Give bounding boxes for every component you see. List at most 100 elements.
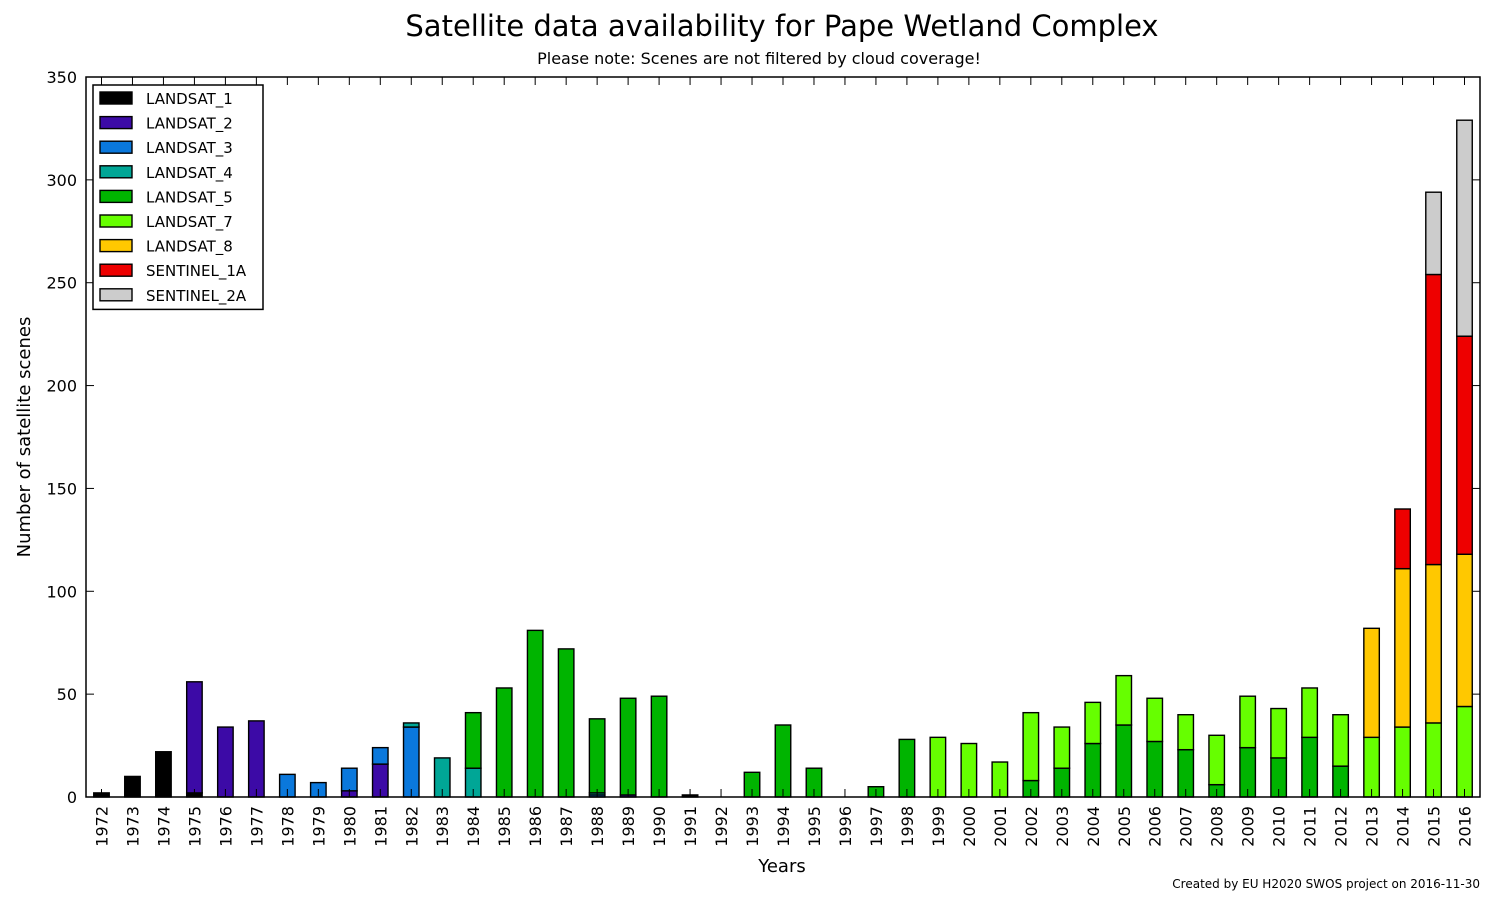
bar-segment-1982-landsat_3 xyxy=(402,726,420,798)
x-tick-label: 1994 xyxy=(774,806,793,847)
bar-segment-2000-landsat_7 xyxy=(960,742,978,798)
x-tick-label: 1977 xyxy=(247,806,266,847)
bar-segment-2003-landsat_7 xyxy=(1053,726,1071,769)
bar-segment-2011-landsat_5 xyxy=(1301,736,1319,798)
x-tick-label: 1999 xyxy=(929,806,948,847)
x-tick-label: 1982 xyxy=(402,806,421,847)
bar-segment-1989-landsat_5 xyxy=(619,697,637,796)
bar-segment-1990-landsat_5 xyxy=(650,695,668,798)
x-tick-label: 1993 xyxy=(743,806,762,847)
x-tick-label: 1987 xyxy=(557,806,576,847)
bar-segment-2013-landsat_7 xyxy=(1363,736,1381,798)
x-axis-label: Years xyxy=(757,856,806,877)
x-tick-label: 1997 xyxy=(867,806,886,847)
bar-segment-1981-landsat_3 xyxy=(371,746,389,765)
bar-segment-2004-landsat_7 xyxy=(1084,701,1102,745)
x-tick-label: 1978 xyxy=(278,806,297,847)
chart-subtitle: Please note: Scenes are not filtered by … xyxy=(537,49,981,68)
x-tick-label: 1988 xyxy=(588,806,607,847)
legend-label-landsat_3: LANDSAT_3 xyxy=(146,139,233,158)
x-tick-label: 2002 xyxy=(1022,806,1041,847)
credit-note: Created by EU H2020 SWOS project on 2016… xyxy=(1172,877,1480,891)
bar-segment-2015-sentinel_2a xyxy=(1425,191,1442,276)
plot-frame xyxy=(85,76,1481,798)
y-axis-label: Number of satellite scenes xyxy=(14,317,35,558)
legend-swatch-sentinel_1a xyxy=(99,263,133,277)
bar-segment-2008-landsat_7 xyxy=(1208,734,1226,786)
x-tick-label: 2010 xyxy=(1270,806,1289,847)
y-tick-label: 150 xyxy=(46,479,77,498)
legend-swatch-landsat_7 xyxy=(99,214,133,228)
bar-segment-2015-landsat_8 xyxy=(1425,563,1442,724)
bar-segment-2010-landsat_7 xyxy=(1270,707,1288,759)
bar-segment-1988-landsat_5 xyxy=(588,718,606,794)
bar-segment-2005-landsat_7 xyxy=(1115,674,1133,726)
x-tick-label: 1980 xyxy=(340,806,359,847)
x-tick-label: 1983 xyxy=(433,806,452,847)
legend-swatch-landsat_1 xyxy=(99,91,133,105)
x-tick-label: 1973 xyxy=(123,806,142,847)
bar-segment-1977-landsat_2 xyxy=(247,720,265,798)
x-tick-label: 2009 xyxy=(1239,806,1258,847)
legend-swatch-landsat_8 xyxy=(99,238,133,253)
bar-segment-2006-landsat_5 xyxy=(1146,740,1164,798)
bar-segment-2015-sentinel_1a xyxy=(1425,273,1442,566)
x-tick-label: 1996 xyxy=(836,806,855,847)
bar-segment-1994-landsat_5 xyxy=(774,724,792,798)
bar-segment-2005-landsat_5 xyxy=(1115,724,1133,798)
bar-segment-2007-landsat_7 xyxy=(1177,714,1195,751)
axes-layer: 0 50 100 150 200 250 300 350 1972 1973 1974 1975 197… xyxy=(46,68,1481,847)
bar-segment-2004-landsat_5 xyxy=(1084,742,1102,798)
y-tick-label: 200 xyxy=(46,377,77,396)
bar-segment-1975-landsat_2 xyxy=(185,681,203,794)
legend-swatch-landsat_4 xyxy=(99,165,133,179)
bar-segment-2016-sentinel_2a xyxy=(1456,119,1473,337)
x-tick-label: 1991 xyxy=(681,806,700,847)
y-tick-label: 300 xyxy=(46,171,77,190)
legend-label-landsat_8: LANDSAT_8 xyxy=(146,238,233,257)
x-tick-label: 1985 xyxy=(495,806,514,847)
x-tick-label: 2001 xyxy=(991,806,1010,847)
bar-segment-2016-sentinel_1a xyxy=(1456,335,1473,555)
legend-swatch-landsat_5 xyxy=(99,189,133,204)
x-tick-label: 1976 xyxy=(216,806,235,847)
x-tick-label: 2015 xyxy=(1425,806,1444,847)
bar-segment-2011-landsat_7 xyxy=(1301,687,1319,739)
legend: LANDSAT_1 LANDSAT_2 LANDSAT_3 LANDSAT_4 LAND… xyxy=(92,84,264,311)
x-tick-label: 2004 xyxy=(1084,806,1103,847)
y-tick-label: 250 xyxy=(46,274,77,293)
bar-segment-1980-landsat_3 xyxy=(340,767,358,792)
x-tick-label: 1998 xyxy=(898,806,917,847)
x-tick-label: 2003 xyxy=(1053,806,1072,847)
x-tick-label: 1972 xyxy=(92,806,111,847)
x-tick-label: 1989 xyxy=(619,806,638,847)
legend-label-landsat_2: LANDSAT_2 xyxy=(146,115,233,134)
x-tick-label: 1990 xyxy=(650,806,669,847)
legend-label-landsat_1: LANDSAT_1 xyxy=(146,90,233,109)
x-tick-label: 2016 xyxy=(1456,806,1475,847)
bar-segment-2013-landsat_8 xyxy=(1363,627,1381,739)
x-tick-label: 2013 xyxy=(1363,806,1382,847)
bar-segment-1984-landsat_5 xyxy=(464,711,482,769)
legend-swatch-landsat_2 xyxy=(99,115,133,130)
x-tick-label: 2012 xyxy=(1332,806,1351,847)
x-tick-label: 2011 xyxy=(1301,806,1320,847)
bar-segment-2014-landsat_7 xyxy=(1394,726,1412,798)
chart-title: Satellite data availability for Pape Wet… xyxy=(405,9,1159,43)
x-tick-label: 1992 xyxy=(712,806,731,847)
bar-segment-1982-landsat_4 xyxy=(402,722,420,728)
bars-layer xyxy=(93,119,1473,798)
bar-segment-2014-sentinel_1a xyxy=(1394,508,1412,570)
y-tick-label: 0 xyxy=(67,788,77,807)
x-tick-label: 1986 xyxy=(526,806,545,847)
bar-segment-1987-landsat_5 xyxy=(557,648,575,798)
x-tick-label: 1984 xyxy=(464,806,483,847)
legend-swatch-sentinel_2a xyxy=(99,288,133,302)
bar-segment-1986-landsat_5 xyxy=(526,629,544,798)
bar-segment-2015-landsat_7 xyxy=(1425,722,1442,798)
x-tick-label: 1981 xyxy=(371,806,390,847)
bar-segment-2016-landsat_7 xyxy=(1456,705,1473,798)
legend-label-landsat_4: LANDSAT_4 xyxy=(146,164,233,183)
y-tick-label: 100 xyxy=(46,582,77,601)
